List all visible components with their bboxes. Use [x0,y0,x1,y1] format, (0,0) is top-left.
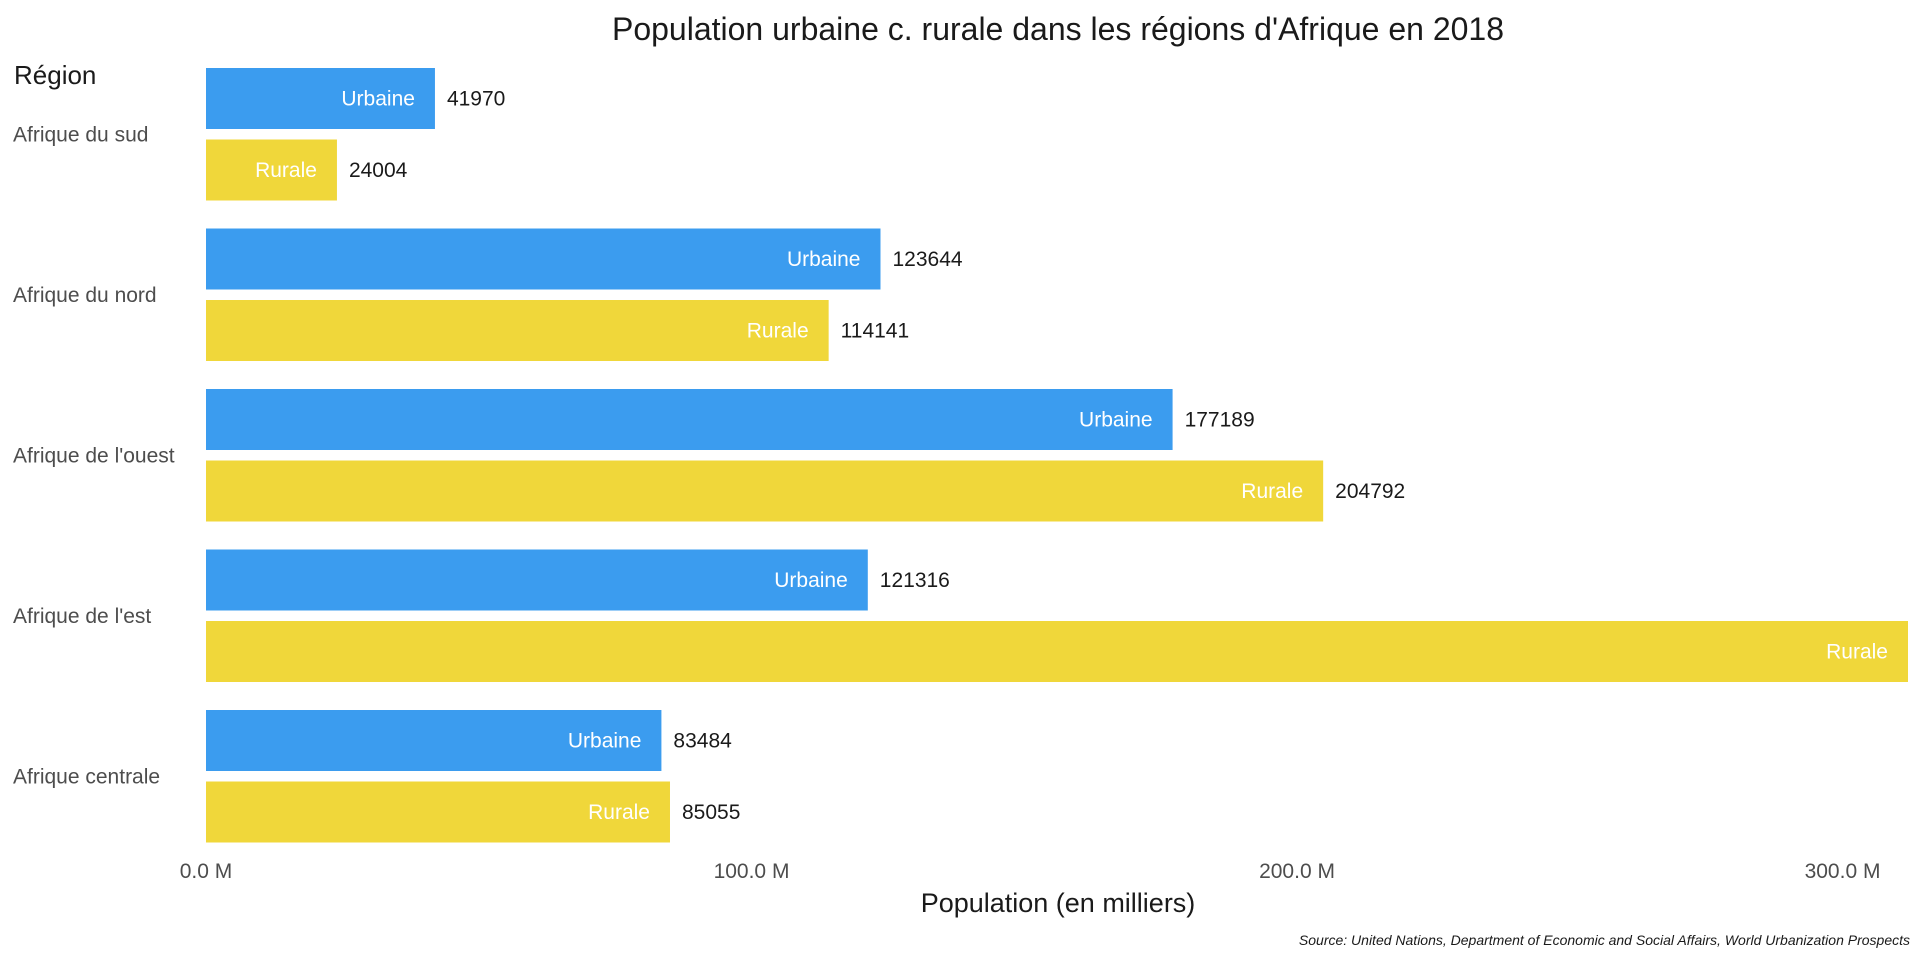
value-label: 177189 [1185,409,1255,432]
x-tick-label: 200.0 M [1259,860,1335,883]
bar-series-label: Urbaine [341,88,415,111]
bar-urbaine-afrique-de-l-ouest [206,389,1173,450]
x-axis-ticks: 0.0 M 100.0 M 200.0 M 300.0 M [180,860,1881,883]
bar-rurale-afrique-de-l-ouest [206,460,1324,522]
x-axis-title: Population (en milliers) [921,888,1196,918]
value-label: 24004 [349,159,408,182]
bar-series-label: Urbaine [787,248,861,271]
value-label: 121316 [880,569,950,592]
value-label: 41970 [447,88,505,111]
bar-rurale-afrique-du-nord [206,300,829,361]
chart-title: Population urbaine c. rurale dans les ré… [612,11,1504,47]
region-label-afrique-centrale: Afrique centrale [13,765,160,788]
bar-urbaine-afrique-du-nord [206,228,881,290]
bar-rurale-afrique-du-sud [206,139,337,201]
bar-series-label: Rurale [1826,641,1888,664]
region-label-afrique-de-l-est: Afrique de l'est [13,605,151,628]
region-label-afrique-de-l-ouest: Afrique de l'ouest [13,444,175,467]
bar-series-label: Urbaine [568,730,642,753]
y-axis-title: Région [14,60,96,90]
bar-rurale-afrique-de-l-est [206,621,1908,682]
value-label: 114141 [841,320,910,343]
value-label: 123644 [892,248,962,271]
region-labels: Afrique du sud Afrique du nord Afrique de … [13,123,175,788]
bar-series-label: Rurale [255,159,317,182]
x-tick-label: 100.0 M [714,860,790,883]
region-label-afrique-du-sud: Afrique du sud [13,123,148,146]
value-label: 204792 [1335,480,1405,503]
bar-series-label: Rurale [588,801,650,824]
bar-series-label: Rurale [1241,480,1303,503]
x-tick-label: 300.0 M [1805,860,1881,883]
bar-urbaine-afrique-de-l-est [206,549,868,611]
bar-rurale-afrique-centrale [206,781,670,843]
x-tick-label: 0.0 M [180,860,233,883]
bars-group: Urbaine 41970 Rurale 24004 Urbaine 123644 Rura… [206,68,1908,843]
source-caption: Source: United Nations, Department of Ec… [1299,932,1910,948]
value-label: 85055 [682,801,740,824]
region-label-afrique-du-nord: Afrique du nord [13,284,157,307]
bar-urbaine-afrique-du-sud [206,68,435,129]
bar-series-label: Urbaine [774,569,848,592]
bar-series-label: Urbaine [1079,409,1153,432]
bar-urbaine-afrique-centrale [206,710,662,771]
bar-series-label: Rurale [747,320,809,343]
value-label: 83484 [673,730,732,753]
